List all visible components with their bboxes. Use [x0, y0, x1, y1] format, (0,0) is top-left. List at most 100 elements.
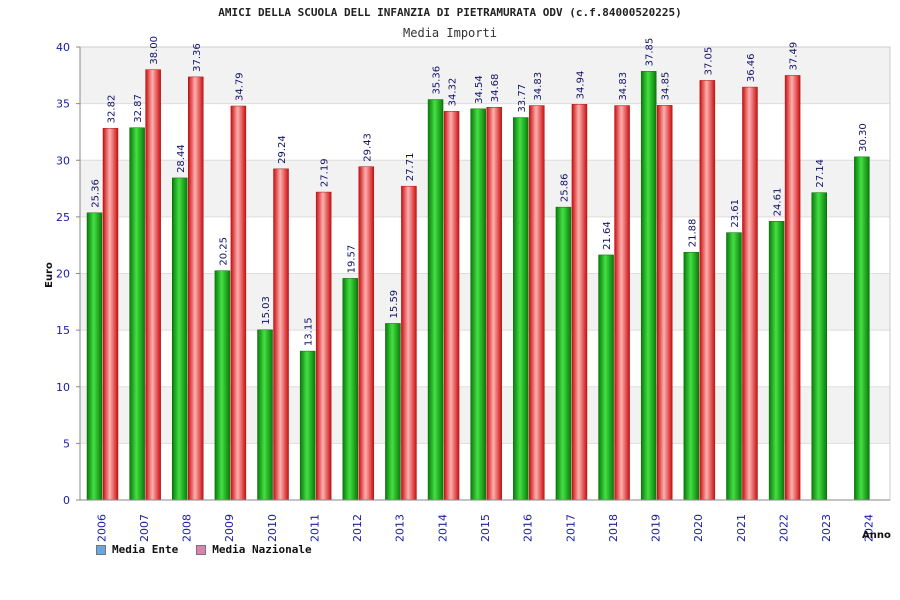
- bar-media-nazionale[interactable]: [358, 166, 375, 501]
- axes-group: 0 5 10 15 20 25 30 35 40 2006 2007 2008 2009 2010 2011…: [56, 41, 891, 542]
- bar-media-ente[interactable]: [854, 156, 870, 501]
- bar-media-nazionale[interactable]: [315, 191, 332, 501]
- bars-group: [86, 69, 870, 501]
- bar-media-ente[interactable]: [342, 278, 359, 501]
- x-tick-label: 2023: [820, 514, 833, 542]
- bar-media-ente[interactable]: [598, 254, 614, 501]
- bar-media-ente[interactable]: [299, 350, 316, 501]
- chart-title: AMICI DELLA SCUOLA DELL INFANZIA DI PIET…: [218, 6, 682, 19]
- bar-media-ente[interactable]: [555, 206, 572, 501]
- x-tick-label: 2006: [95, 514, 108, 542]
- bar-media-ente[interactable]: [470, 108, 486, 501]
- bar-media-ente[interactable]: [811, 192, 827, 501]
- data-label: 29.43: [362, 133, 373, 162]
- data-label: 27.14: [815, 159, 826, 188]
- bar-media-nazionale[interactable]: [742, 86, 758, 501]
- data-label: 34.54: [474, 75, 485, 104]
- bar-media-nazionale[interactable]: [656, 105, 673, 501]
- data-label: 30.30: [858, 123, 869, 152]
- legend-item-ente[interactable]: Media Ente: [96, 543, 178, 556]
- x-tick-label: 2015: [479, 514, 492, 542]
- data-label: 25.86: [559, 173, 570, 202]
- x-tick-label: 2011: [308, 514, 321, 542]
- bar-media-ente[interactable]: [640, 71, 657, 501]
- bar-media-ente[interactable]: [86, 212, 103, 501]
- data-label: 34.85: [661, 72, 672, 101]
- data-label: 34.83: [533, 72, 544, 101]
- bar-media-ente[interactable]: [683, 251, 700, 501]
- legend-item-nazionale[interactable]: Media Nazionale: [196, 543, 312, 556]
- data-label: 37.36: [192, 43, 203, 72]
- data-label: 21.88: [687, 219, 698, 248]
- y-axis-label: Euro: [44, 262, 55, 288]
- x-tick-label: 2022: [777, 514, 790, 542]
- bar-media-nazionale[interactable]: [188, 76, 204, 501]
- bar-media-nazionale[interactable]: [273, 168, 289, 501]
- data-label: 23.61: [730, 199, 741, 228]
- legend-swatch-ente: [96, 544, 106, 555]
- bar-media-nazionale[interactable]: [784, 75, 801, 501]
- x-tick-label: 2014: [436, 514, 449, 542]
- bar-media-ente[interactable]: [726, 232, 742, 501]
- data-label: 24.61: [773, 188, 784, 217]
- data-label: 36.46: [746, 53, 757, 82]
- data-label: 19.57: [346, 245, 357, 274]
- y-tick-label: 5: [63, 437, 70, 450]
- y-tick-label: 40: [56, 41, 70, 54]
- bar-media-ente[interactable]: [129, 127, 145, 501]
- bar-media-ente[interactable]: [768, 221, 785, 501]
- x-tick-label: 2018: [607, 514, 620, 542]
- data-label: 21.64: [602, 221, 613, 250]
- y-tick-label: 0: [63, 494, 70, 507]
- data-label: 25.36: [91, 179, 102, 208]
- data-label: 15.03: [261, 296, 272, 325]
- data-label: 38.00: [149, 36, 160, 65]
- y-tick-label: 35: [56, 98, 70, 111]
- data-label: 32.82: [107, 95, 118, 124]
- data-label: 34.32: [448, 78, 459, 107]
- bar-media-nazionale[interactable]: [443, 111, 460, 501]
- value-labels-group: 25.36 32.82 32.87 38.00 28.44 37.36 20.25 34.79…: [91, 36, 869, 346]
- data-label: 13.15: [304, 317, 315, 346]
- bar-media-ente[interactable]: [214, 270, 231, 501]
- bar-media-nazionale[interactable]: [102, 128, 119, 501]
- bar-media-nazionale[interactable]: [401, 185, 417, 501]
- x-tick-label: 2021: [735, 514, 748, 542]
- data-label: 33.77: [517, 84, 528, 113]
- y-tick-label: 10: [56, 381, 70, 394]
- data-label: 15.59: [389, 290, 400, 319]
- y-tick-label: 20: [56, 268, 70, 281]
- x-tick-label: 2020: [692, 514, 705, 542]
- bar-media-nazionale[interactable]: [699, 80, 716, 501]
- bar-media-ente[interactable]: [427, 99, 444, 501]
- x-tick-label: 2010: [266, 514, 279, 542]
- data-label: 28.44: [176, 144, 187, 173]
- x-tick-label: 2009: [223, 514, 236, 542]
- bar-media-nazionale[interactable]: [571, 104, 588, 501]
- data-label: 34.79: [234, 72, 245, 101]
- chart-subtitle: Media Importi: [403, 26, 497, 40]
- data-label: 34.83: [618, 72, 629, 101]
- x-tick-label: 2017: [564, 514, 577, 542]
- bar-media-ente[interactable]: [513, 117, 529, 501]
- data-label: 37.49: [789, 42, 800, 71]
- x-tick-label: 2019: [650, 514, 663, 542]
- data-label: 37.05: [703, 47, 714, 76]
- data-label: 34.94: [575, 71, 586, 100]
- bar-media-nazionale[interactable]: [145, 69, 161, 501]
- bar-media-ente[interactable]: [257, 329, 273, 501]
- x-tick-label: 2016: [522, 514, 535, 542]
- legend-swatch-nazionale: [196, 544, 207, 555]
- bar-media-ente[interactable]: [385, 323, 401, 501]
- data-label: 32.87: [133, 94, 144, 123]
- bar-media-nazionale[interactable]: [230, 105, 247, 501]
- bar-media-nazionale[interactable]: [486, 106, 502, 501]
- x-tick-label: 2013: [394, 514, 407, 542]
- bar-media-nazionale[interactable]: [614, 105, 630, 501]
- x-tick-label: 2008: [181, 514, 194, 542]
- data-label: 35.36: [432, 66, 443, 95]
- bar-media-nazionale[interactable]: [529, 105, 545, 501]
- bar-media-ente[interactable]: [172, 177, 188, 501]
- legend: Media Ente Media Nazionale: [96, 543, 312, 556]
